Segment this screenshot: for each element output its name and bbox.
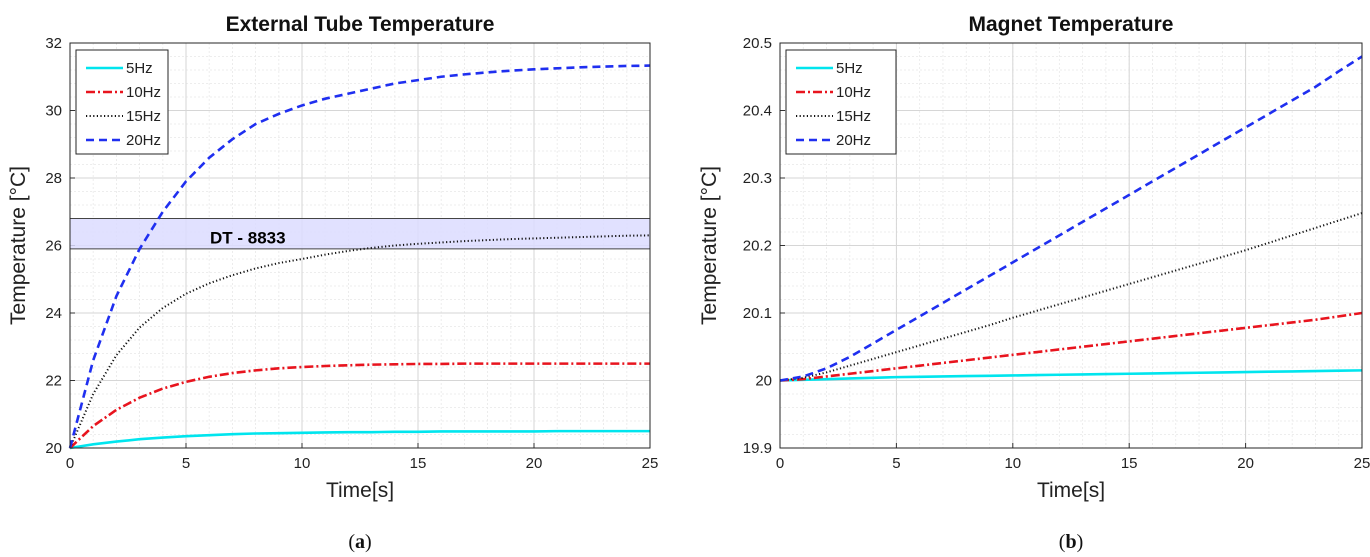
y-tick-label: 20.5 bbox=[743, 35, 772, 52]
axes-frame bbox=[779, 42, 1363, 449]
series-line-10hz bbox=[69, 362, 650, 449]
y-tick-label: 22 bbox=[45, 373, 62, 390]
x-tick-label: 20 bbox=[1237, 455, 1254, 472]
x-tick-label: 25 bbox=[642, 455, 659, 472]
series-line-5hz bbox=[69, 429, 650, 450]
panel-b: 0 5 10 15 20 25 19.9 20 20.1 20.2 20.3 20.4 20.5 5Hz 1… bbox=[698, 13, 1370, 553]
panel-label-paren-open: ( bbox=[348, 531, 355, 553]
x-axis-label: Time[s] bbox=[326, 479, 394, 502]
x-tick-label: 10 bbox=[1004, 455, 1021, 472]
panel-label: (a) bbox=[348, 531, 371, 553]
series-line-15hz bbox=[779, 212, 1363, 382]
y-tick-label: 20 bbox=[45, 440, 62, 457]
y-tick-label: 20 bbox=[755, 373, 772, 390]
annotation-band-label: DT - 8833 bbox=[210, 229, 286, 248]
legend-label-15hz: 15Hz bbox=[836, 108, 871, 125]
x-tick-label: 15 bbox=[410, 455, 427, 472]
series-line-10hz bbox=[779, 311, 1363, 382]
x-tick-label: 0 bbox=[776, 455, 784, 472]
legend-label-5hz: 5Hz bbox=[836, 60, 863, 77]
annotation-band bbox=[69, 218, 651, 250]
legend-label-15hz: 15Hz bbox=[126, 108, 161, 125]
series-line-15hz bbox=[69, 234, 651, 449]
y-axis-label: Temperature [°C] bbox=[7, 166, 30, 325]
series-line-5hz bbox=[779, 369, 1363, 382]
y-tick-label: 20.4 bbox=[743, 103, 772, 120]
x-tick-label: 10 bbox=[294, 455, 311, 472]
legend-label-10hz: 10Hz bbox=[126, 84, 161, 101]
x-tick-label: 25 bbox=[1354, 455, 1370, 472]
x-axis-label: Time[s] bbox=[1037, 479, 1105, 502]
legend-label-5hz: 5Hz bbox=[126, 60, 153, 77]
y-tick-label: 28 bbox=[45, 170, 62, 187]
panel-label-paren-close: ) bbox=[1077, 531, 1084, 553]
legend-label-10hz: 10Hz bbox=[836, 84, 871, 101]
x-tick-label: 0 bbox=[66, 455, 74, 472]
panel-label: (b) bbox=[1059, 531, 1083, 553]
y-tick-label: 26 bbox=[45, 238, 62, 255]
series-line-20hz bbox=[779, 55, 1363, 382]
panel-label-paren-open: ( bbox=[1059, 531, 1066, 553]
y-tick-label: 20.3 bbox=[743, 170, 772, 187]
legend: 5Hz 10Hz 15Hz 20Hz bbox=[785, 49, 897, 155]
x-tick-label: 5 bbox=[182, 455, 190, 472]
x-tick-label: 15 bbox=[1121, 455, 1138, 472]
panel-a: 0 5 10 15 20 25 20 22 24 26 28 30 32 DT - 8833 5Hz 10Hz… bbox=[7, 13, 658, 553]
x-tick-label: 20 bbox=[526, 455, 543, 472]
axes-frame bbox=[69, 42, 651, 449]
legend: 5Hz 10Hz 15Hz 20Hz bbox=[75, 49, 169, 155]
series-line-20hz bbox=[68, 64, 651, 449]
chart-title: External Tube Temperature bbox=[226, 13, 495, 36]
y-tick-label: 30 bbox=[45, 103, 62, 120]
y-tick-label: 20.1 bbox=[743, 305, 772, 322]
panel-label-letter: b bbox=[1065, 531, 1076, 553]
y-tick-label: 32 bbox=[45, 35, 62, 52]
y-tick-label: 20.2 bbox=[743, 238, 772, 255]
y-tick-label: 19.9 bbox=[743, 440, 772, 457]
y-axis-label: Temperature [°C] bbox=[698, 166, 721, 325]
legend-label-20hz: 20Hz bbox=[836, 132, 871, 149]
y-tick-label: 24 bbox=[45, 305, 62, 322]
panel-label-letter: a bbox=[355, 531, 365, 553]
panel-label-paren-close: ) bbox=[365, 531, 372, 553]
legend-label-20hz: 20Hz bbox=[126, 132, 161, 149]
x-tick-label: 5 bbox=[892, 455, 900, 472]
chart-title: Magnet Temperature bbox=[969, 13, 1174, 36]
